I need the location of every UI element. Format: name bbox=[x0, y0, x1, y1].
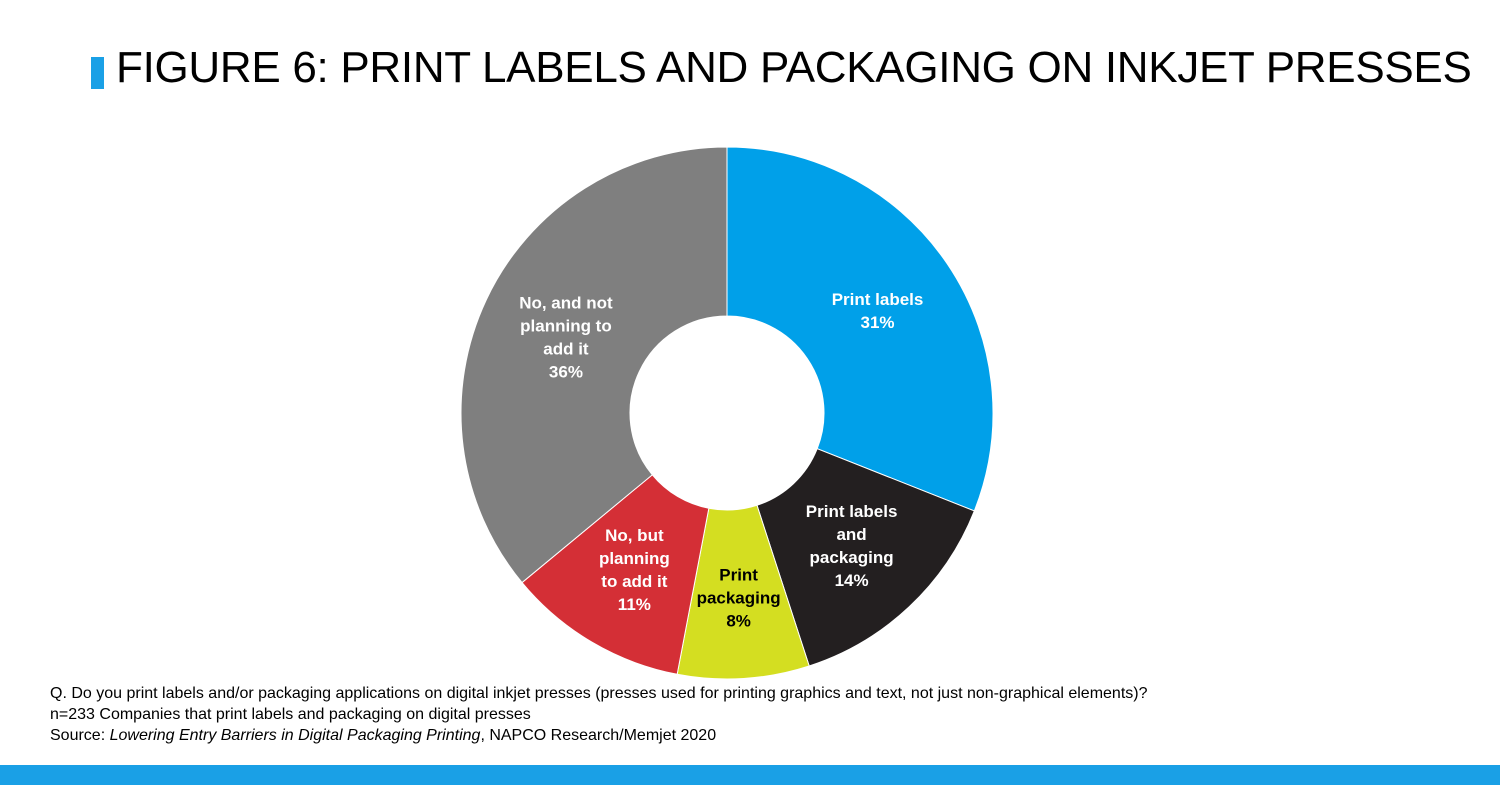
slice-label-line: 8% bbox=[726, 612, 751, 631]
bottom-accent-bar bbox=[0, 765, 1500, 785]
slice-label-line: No, and not bbox=[519, 294, 613, 313]
slice-label-3: No, but planning to add it 11% bbox=[599, 526, 670, 614]
title-accent-bar bbox=[91, 57, 104, 89]
slice-label-line: Print bbox=[719, 566, 758, 585]
slice-label-line: No, but bbox=[605, 526, 664, 545]
slice-label-line: 31% bbox=[861, 313, 895, 332]
slice-label-line: packaging bbox=[697, 589, 781, 608]
chart-notes: Q. Do you print labels and/or packaging … bbox=[50, 683, 1148, 746]
chart-title: FIGURE 6: PRINT LABELS AND PACKAGING ON … bbox=[116, 43, 1472, 92]
slice-label-0: Print labels 31% bbox=[832, 290, 924, 332]
slice-label-line: planning to bbox=[520, 317, 612, 336]
sample-size: n=233 Companies that print labels and pa… bbox=[50, 706, 531, 723]
donut-slice-1 bbox=[756, 448, 975, 667]
slice-label-line: Print labels bbox=[832, 290, 924, 309]
slice-label-4: No, and not planning to add it 36% bbox=[519, 294, 613, 382]
slice-label-line: 11% bbox=[618, 595, 651, 614]
slice-label-line: 36% bbox=[549, 363, 583, 382]
survey-question: Q. Do you print labels and/or packaging … bbox=[50, 685, 1148, 702]
slice-label-line: planning bbox=[599, 549, 670, 568]
donut-slice-3 bbox=[521, 474, 710, 675]
source-suffix: , NAPCO Research/Memjet 2020 bbox=[480, 727, 717, 744]
slice-label-line: and bbox=[836, 525, 866, 544]
slice-label-line: to add it bbox=[601, 572, 667, 591]
slice-label-line: Print labels bbox=[806, 502, 898, 521]
slice-label-2: Print packaging 8% bbox=[697, 566, 781, 631]
donut-slice-4 bbox=[460, 146, 728, 584]
source-title: Lowering Entry Barriers in Digital Packa… bbox=[109, 727, 481, 744]
source-prefix: Source: bbox=[50, 727, 110, 744]
donut-slice-0 bbox=[726, 146, 994, 512]
slice-label-line: add it bbox=[543, 340, 589, 359]
slice-label-line: 14% bbox=[835, 571, 869, 590]
slice-label-1: Print labels and packaging 14% bbox=[806, 502, 898, 590]
slice-label-line: packaging bbox=[810, 548, 894, 567]
